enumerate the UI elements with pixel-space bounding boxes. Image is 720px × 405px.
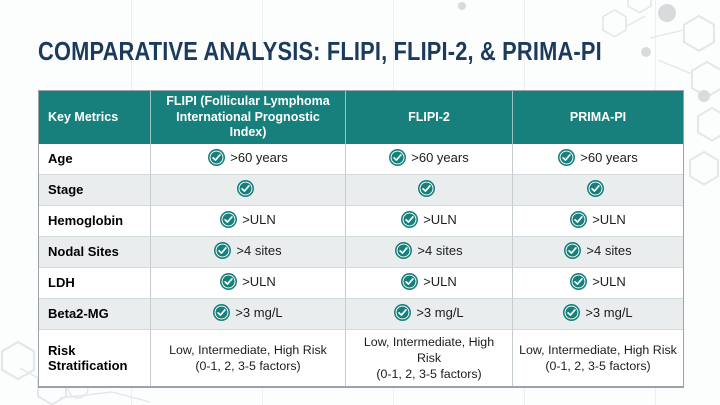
check-icon (570, 272, 588, 290)
check-icon (389, 148, 407, 166)
metric-value-text: >ULN (242, 273, 276, 289)
metric-value-text: >ULN (592, 273, 626, 289)
metric-value-cell: >ULN (346, 267, 513, 299)
risk-text-line1: Low, Intermediate, High Risk (519, 342, 677, 357)
metric-value-cell: >3 mg/L (346, 298, 513, 330)
metric-value-cell: >4 sites (513, 236, 683, 268)
metric-value-text: >3 mg/L (235, 304, 283, 320)
risk-text-line2: (0-1, 2, 3-5 factors) (376, 367, 482, 382)
table-row-risk-stratification: Risk Stratification Low, Intermediate, H… (39, 329, 683, 387)
page-title: COMPARATIVE ANALYSIS: FLIPI, FLIPI-2, & … (38, 36, 602, 66)
column-header-primapi: PRIMA-PI (513, 91, 683, 144)
metric-value-cell: >ULN (513, 268, 683, 299)
metric-value-cell: >60 years (151, 143, 346, 175)
metric-value-cell: >60 years (346, 143, 513, 175)
metric-value-cell: >4 sites (346, 236, 513, 268)
table-row-nodal-sites: Nodal Sites >4 sites >4 sites >4 sites (39, 236, 683, 268)
metric-value-cell (346, 174, 513, 206)
check-icon (395, 241, 413, 259)
check-icon (401, 272, 419, 290)
check-icon (558, 148, 576, 166)
check-icon (587, 179, 604, 197)
metric-label: Risk Stratification (39, 329, 151, 387)
check-icon (220, 272, 238, 290)
metric-label: Beta2-MG (39, 298, 151, 330)
column-header-flipi: FLIPI (Follicular Lymphoma International… (151, 91, 346, 144)
table-row-age: Age >60 years >60 years >60 years (39, 143, 683, 175)
risk-text-line1: Low, Intermediate, High Risk (363, 334, 495, 365)
check-icon (237, 179, 254, 197)
metric-label: Stage (39, 174, 151, 206)
metric-value-cell (151, 174, 346, 206)
risk-text-line1: Low, Intermediate, High Risk (169, 342, 327, 357)
metric-value-cell (513, 174, 683, 206)
metric-label: LDH (39, 267, 151, 299)
metric-value-text: >60 years (580, 149, 638, 165)
risk-text-line2: (0-1, 2, 3-5 factors) (195, 359, 301, 374)
metric-label: Nodal Sites (39, 236, 151, 268)
check-icon (208, 148, 226, 166)
metric-value-text: >ULN (423, 273, 457, 289)
table-row-stage: Stage (39, 174, 683, 206)
metric-value-text: >4 sites (236, 242, 282, 258)
check-icon (570, 210, 588, 228)
metric-value-text: >3 mg/L (585, 304, 633, 320)
metric-value-cell: Low, Intermediate, High Risk (0-1, 2, 3-… (151, 329, 346, 387)
header-row: Key Metrics FLIPI (Follicular Lymphoma I… (39, 91, 683, 144)
check-icon (394, 303, 412, 321)
check-icon (213, 303, 231, 321)
metric-value-cell: >ULN (513, 206, 683, 237)
metric-value-cell: >4 sites (151, 236, 346, 268)
check-icon (563, 303, 581, 321)
check-icon (220, 210, 238, 228)
metric-value-cell: >60 years (513, 144, 683, 175)
metric-value-cell: Low, Intermediate, High Risk (0-1, 2, 3-… (513, 330, 683, 386)
metric-value-cell: >ULN (151, 267, 346, 299)
table-row-hemoglobin: Hemoglobin >ULN >ULN >ULN (39, 205, 683, 237)
metric-value-cell: Low, Intermediate, High Risk (0-1, 2, 3-… (346, 329, 513, 387)
metric-value-text: >60 years (411, 149, 469, 165)
metric-value-cell: >ULN (151, 205, 346, 237)
metric-label: Hemoglobin (39, 205, 151, 237)
check-icon (401, 210, 419, 228)
metric-value-cell: >3 mg/L (513, 298, 683, 330)
check-icon (214, 241, 232, 259)
check-icon (418, 179, 435, 197)
check-icon (564, 241, 582, 259)
column-header-key-metrics: Key Metrics (39, 91, 151, 144)
metric-value-text: >ULN (423, 211, 457, 227)
column-header-flipi2: FLIPI-2 (346, 91, 513, 144)
risk-text-line2: (0-1, 2, 3-5 factors) (545, 359, 651, 374)
comparison-table: Key Metrics FLIPI (Follicular Lymphoma I… (38, 90, 684, 389)
table-row-ldh: LDH >ULN >ULN >ULN (39, 267, 683, 299)
metric-value-text: >60 years (230, 149, 288, 165)
metric-value-text: >ULN (592, 211, 626, 227)
table-row-beta2-mg: Beta2-MG >3 mg/L >3 mg/L >3 mg/L (39, 298, 683, 330)
metric-value-text: >ULN (242, 211, 276, 227)
metric-value-text: >4 sites (417, 242, 463, 258)
metric-value-cell: >ULN (346, 205, 513, 237)
metric-value-text: >4 sites (586, 242, 632, 258)
metric-value-cell: >3 mg/L (151, 298, 346, 330)
metric-label: Age (39, 143, 151, 175)
metric-value-text: >3 mg/L (416, 304, 464, 320)
